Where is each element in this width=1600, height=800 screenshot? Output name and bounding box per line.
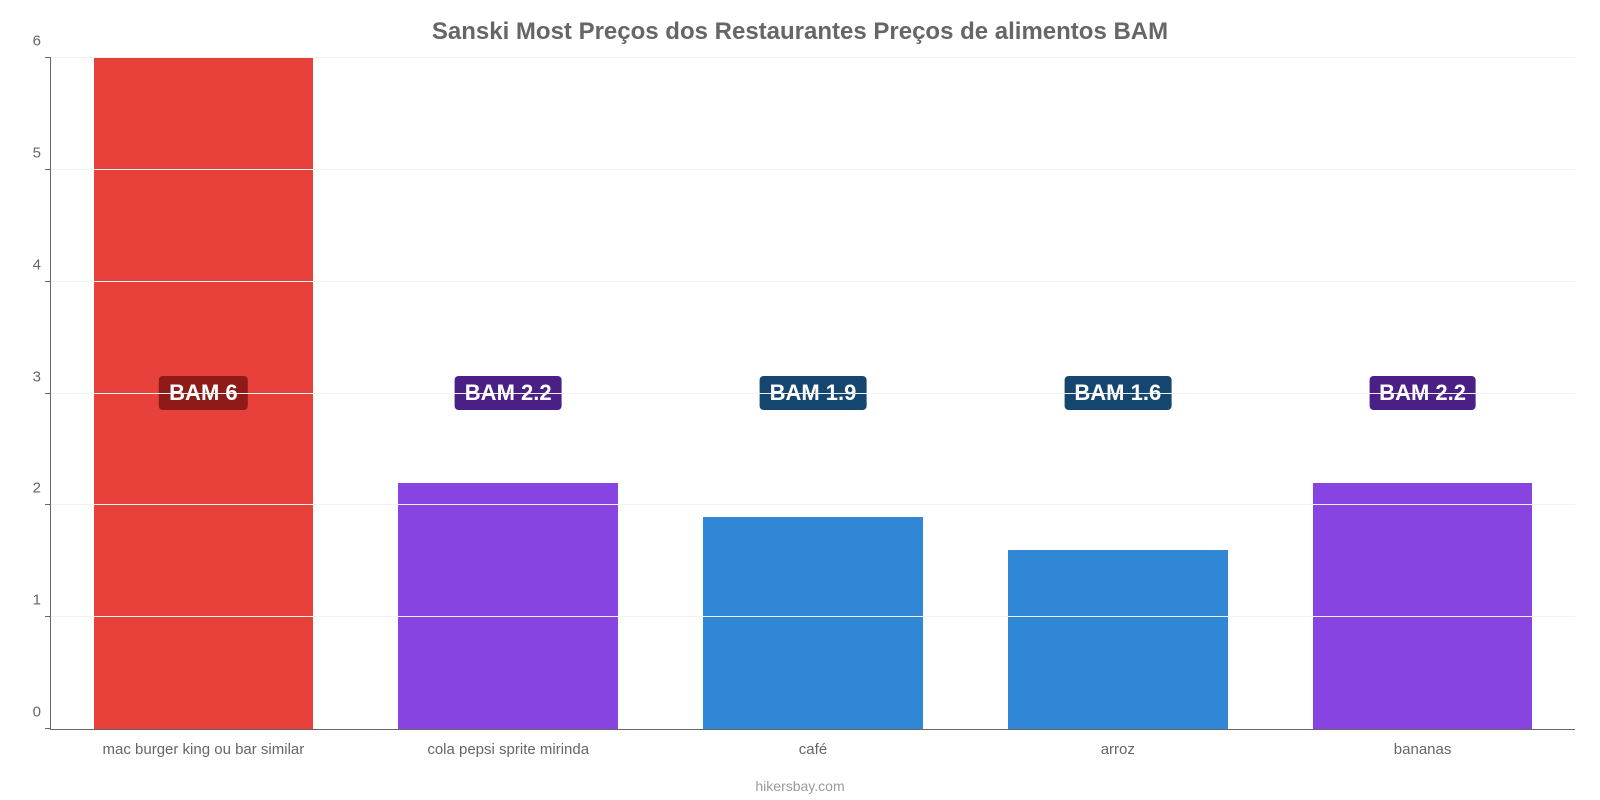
x-category-label: cola pepsi sprite mirinda xyxy=(427,729,589,758)
y-tick-label: 6 xyxy=(33,33,51,50)
bar-slot: BAM 6mac burger king ou bar similar xyxy=(51,58,356,729)
y-tick-mark xyxy=(45,393,51,394)
y-tick-label: 4 xyxy=(33,256,51,273)
grid-line xyxy=(51,504,1575,505)
bar-slot: BAM 1.9café xyxy=(661,58,966,729)
bar xyxy=(703,517,922,729)
y-tick-mark xyxy=(45,57,51,58)
grid-line xyxy=(51,169,1575,170)
plot-area: BAM 6mac burger king ou bar similarBAM 2… xyxy=(50,58,1575,730)
y-tick-label: 1 xyxy=(33,592,51,609)
bar-slot: BAM 1.6arroz xyxy=(965,58,1270,729)
y-tick-mark xyxy=(45,504,51,505)
bars-layer: BAM 6mac burger king ou bar similarBAM 2… xyxy=(51,58,1575,729)
price-bar-chart: Sanski Most Preços dos Restaurantes Preç… xyxy=(0,0,1600,800)
y-tick-mark xyxy=(45,281,51,282)
y-tick-label: 0 xyxy=(33,704,51,721)
x-category-label: bananas xyxy=(1394,729,1452,758)
chart-title: Sanski Most Preços dos Restaurantes Preç… xyxy=(0,18,1600,46)
bar xyxy=(398,483,617,729)
grid-line xyxy=(51,616,1575,617)
grid-line xyxy=(51,57,1575,58)
grid-line xyxy=(51,281,1575,282)
x-category-label: café xyxy=(799,729,827,758)
bar xyxy=(1313,483,1532,729)
y-tick-mark xyxy=(45,169,51,170)
y-tick-label: 2 xyxy=(33,480,51,497)
y-tick-mark xyxy=(45,616,51,617)
x-category-label: mac burger king ou bar similar xyxy=(103,729,305,758)
bar-slot: BAM 2.2bananas xyxy=(1270,58,1575,729)
y-tick-mark xyxy=(45,728,51,729)
bar-slot: BAM 2.2cola pepsi sprite mirinda xyxy=(356,58,661,729)
bar xyxy=(1008,550,1227,729)
x-category-label: arroz xyxy=(1101,729,1135,758)
y-tick-label: 5 xyxy=(33,144,51,161)
chart-footer: hikersbay.com xyxy=(0,778,1600,794)
grid-line xyxy=(51,393,1575,394)
y-tick-label: 3 xyxy=(33,368,51,385)
